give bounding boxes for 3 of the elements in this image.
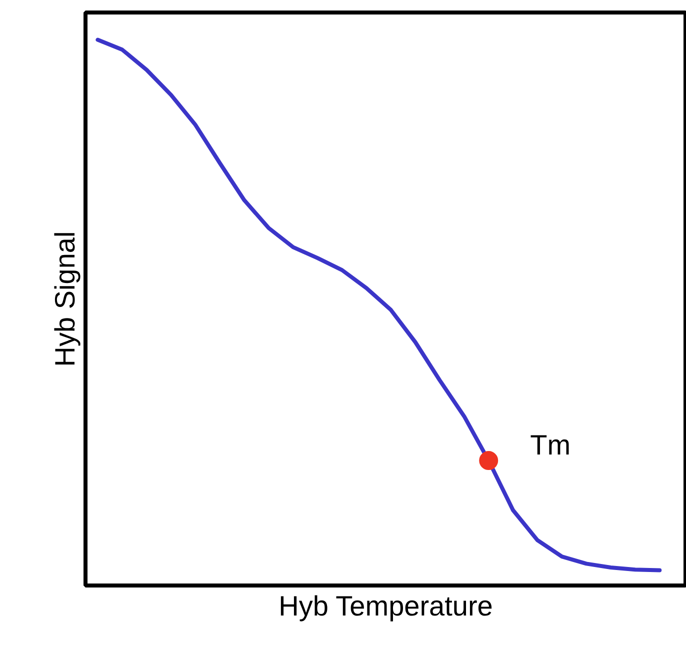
y-axis-title: Hyb Signal bbox=[50, 231, 80, 367]
x-axis-title: Hyb Temperature bbox=[278, 590, 493, 622]
annotation: Tm bbox=[530, 430, 571, 461]
